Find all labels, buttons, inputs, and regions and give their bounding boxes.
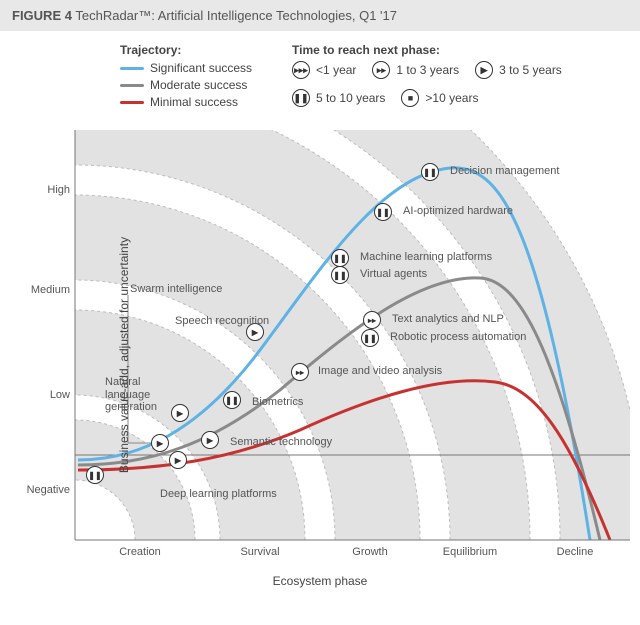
legend-time-row: ■ >10 years xyxy=(401,89,478,107)
legend-time-row: ▸▸▸ <1 year xyxy=(292,61,356,79)
datapoint-marker: ❚❚ xyxy=(421,163,439,181)
datapoint-label: Image and video analysis xyxy=(318,365,442,377)
legend-time-row: ▸▸ 1 to 3 years xyxy=(372,61,459,79)
datapoint-label: Deep learning platforms xyxy=(160,488,277,500)
legend-time-label: <1 year xyxy=(316,63,356,77)
datapoint-marker: ▶ xyxy=(169,451,187,469)
y-tick-label: Negative xyxy=(27,484,70,496)
datapoint-marker: ❚❚ xyxy=(331,249,349,267)
y-tick-label: Low xyxy=(50,389,70,401)
time-symbol-icon: ❚❚ xyxy=(292,89,310,107)
time-symbol-icon: ▸▸ xyxy=(372,61,390,79)
x-tick-label: Growth xyxy=(352,546,387,558)
legend-time: Time to reach next phase: ▸▸▸ <1 year ▸▸ 1 … xyxy=(292,43,612,112)
legend-line-swatch xyxy=(120,84,144,87)
time-symbol-icon: ▸▸▸ xyxy=(292,61,310,79)
figure-title: FIGURE 4 TechRadar™: Artificial Intellig… xyxy=(0,0,640,31)
legend-trajectory-label: Moderate success xyxy=(150,78,247,92)
y-tick-label: High xyxy=(47,184,70,196)
x-tick-label: Survival xyxy=(240,546,279,558)
datapoint-marker: ❚❚ xyxy=(374,203,392,221)
y-axis-label: Business value-add, adjusted for uncerta… xyxy=(117,237,131,473)
y-tick-label: Medium xyxy=(31,284,70,296)
chart-svg xyxy=(0,120,640,590)
legend-trajectory-label: Significant success xyxy=(150,61,252,75)
datapoint-label: Robotic process automation xyxy=(390,331,526,343)
legend-trajectory: Trajectory: Significant success Moderate … xyxy=(120,43,252,112)
datapoint-marker: ❚❚ xyxy=(331,266,349,284)
datapoint-label: Semantic technology xyxy=(230,436,332,448)
legend-line-swatch xyxy=(120,101,144,104)
datapoint-label: Decision management xyxy=(450,165,559,177)
time-symbol-icon: ■ xyxy=(401,89,419,107)
datapoint-marker: ▶ xyxy=(201,431,219,449)
legend-trajectory-row: Significant success xyxy=(120,61,252,75)
datapoint-label: Virtual agents xyxy=(360,268,427,280)
x-tick-label: Creation xyxy=(119,546,161,558)
datapoint-marker: ❚❚ xyxy=(86,466,104,484)
datapoint-marker: ❚❚ xyxy=(223,391,241,409)
datapoint-marker: ▶ xyxy=(151,434,169,452)
legend-time-row: ▶ 3 to 5 years xyxy=(475,61,562,79)
datapoint-marker: ❚❚ xyxy=(361,329,379,347)
time-symbol-icon: ▶ xyxy=(475,61,493,79)
datapoint-marker: ▸▸ xyxy=(363,311,381,329)
legend-trajectory-heading: Trajectory: xyxy=(120,43,252,57)
datapoint-label: Speech recognition xyxy=(175,315,269,327)
x-tick-label: Decline xyxy=(557,546,594,558)
legend-line-swatch xyxy=(120,67,144,70)
legend-time-heading: Time to reach next phase: xyxy=(292,43,612,57)
datapoint-label: AI-optimized hardware xyxy=(403,205,513,217)
datapoint-label: Natural language generation xyxy=(105,376,175,414)
x-axis-label: Ecosystem phase xyxy=(273,574,368,588)
chart: Business value-add, adjusted for uncerta… xyxy=(0,120,640,590)
legend: Trajectory: Significant success Moderate … xyxy=(0,31,640,120)
legend-time-row: ❚❚ 5 to 10 years xyxy=(292,89,385,107)
legend-time-label: >10 years xyxy=(425,91,478,105)
datapoint-marker: ▸▸ xyxy=(291,363,309,381)
figure-number: FIGURE 4 xyxy=(12,8,72,23)
x-tick-label: Equilibrium xyxy=(443,546,497,558)
legend-time-label: 5 to 10 years xyxy=(316,91,385,105)
datapoint-label: Machine learning platforms xyxy=(360,251,492,263)
legend-time-label: 1 to 3 years xyxy=(396,63,459,77)
legend-trajectory-row: Moderate success xyxy=(120,78,252,92)
datapoint-label: Swarm intelligence xyxy=(130,283,222,295)
legend-trajectory-row: Minimal success xyxy=(120,95,252,109)
datapoint-label: Text analytics and NLP xyxy=(392,313,504,325)
datapoint-label: Biometrics xyxy=(252,396,303,408)
legend-time-label: 3 to 5 years xyxy=(499,63,562,77)
legend-trajectory-label: Minimal success xyxy=(150,95,238,109)
figure-title-text: TechRadar™: Artificial Intelligence Tech… xyxy=(75,8,397,23)
